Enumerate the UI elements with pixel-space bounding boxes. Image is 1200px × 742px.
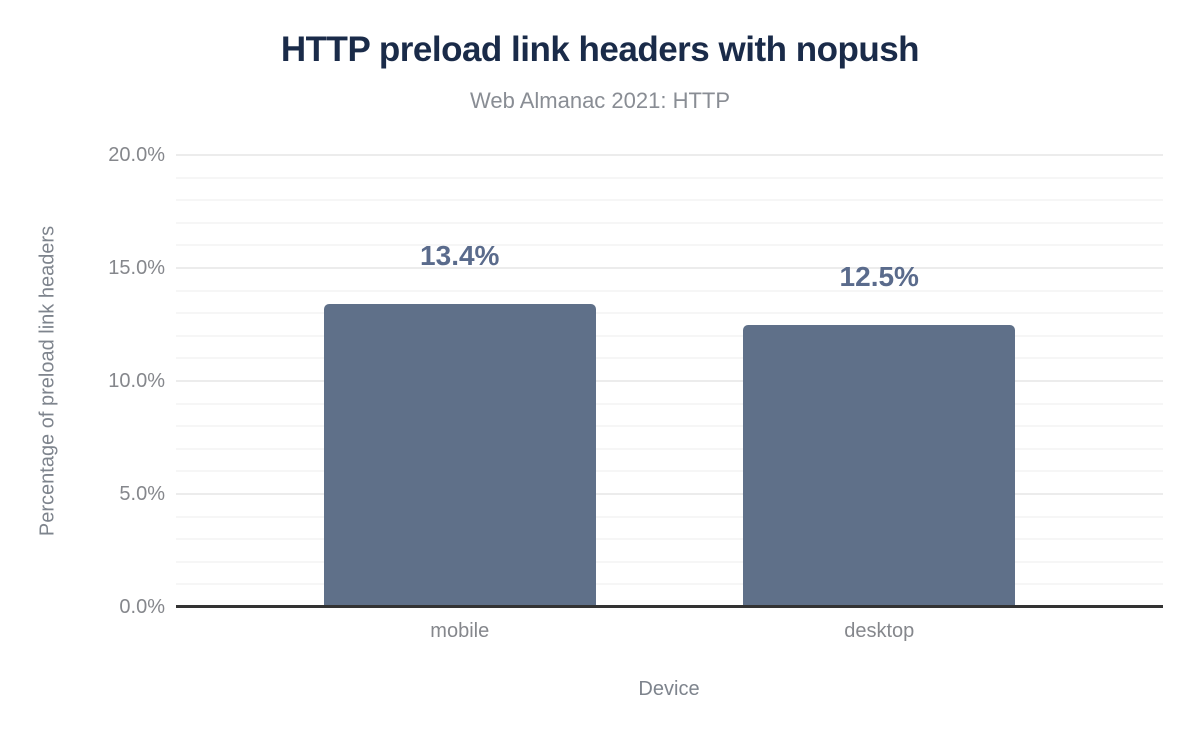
minor-gridline [176, 515, 1163, 518]
bar-desktop [743, 324, 1016, 607]
y-tick-label: 20.0% [108, 144, 165, 166]
value-label-desktop: 12.5% [839, 260, 919, 292]
chart-title: HTTP preload link headers with nopush [280, 30, 920, 69]
minor-gridline [176, 312, 1163, 315]
major-gridline [176, 380, 1163, 382]
major-gridline [176, 267, 1163, 269]
minor-gridline [176, 447, 1163, 450]
minor-gridline [176, 357, 1163, 360]
minor-gridline [176, 402, 1163, 405]
bar-mobile [323, 304, 596, 607]
minor-gridline [176, 470, 1163, 473]
minor-gridline [176, 221, 1163, 224]
x-axis-title: Device [638, 678, 700, 700]
y-tick-label: 15.0% [108, 257, 165, 279]
minor-gridline [176, 199, 1163, 202]
x-axis-line [176, 605, 1163, 608]
minor-gridline [176, 538, 1163, 541]
x-tick-label-mobile: mobile [430, 620, 490, 642]
minor-gridline [176, 289, 1163, 292]
minor-gridline [176, 425, 1163, 428]
chart-subtitle: Web Almanac 2021: HTTP [469, 88, 731, 113]
x-tick-label-desktop: desktop [844, 620, 915, 642]
minor-gridline [176, 176, 1163, 179]
major-gridline [176, 154, 1163, 156]
plot-area: 13.4% 12.5% [176, 154, 1163, 608]
minor-gridline [176, 244, 1163, 247]
y-tick-label: 10.0% [108, 370, 165, 392]
y-tick-label: 5.0% [119, 483, 165, 505]
minor-gridline [176, 560, 1163, 563]
minor-gridline [176, 583, 1163, 586]
minor-gridline [176, 334, 1163, 337]
y-tick-label: 0.0% [119, 596, 165, 618]
value-label-mobile: 13.4% [420, 240, 500, 272]
major-gridline [176, 493, 1163, 495]
